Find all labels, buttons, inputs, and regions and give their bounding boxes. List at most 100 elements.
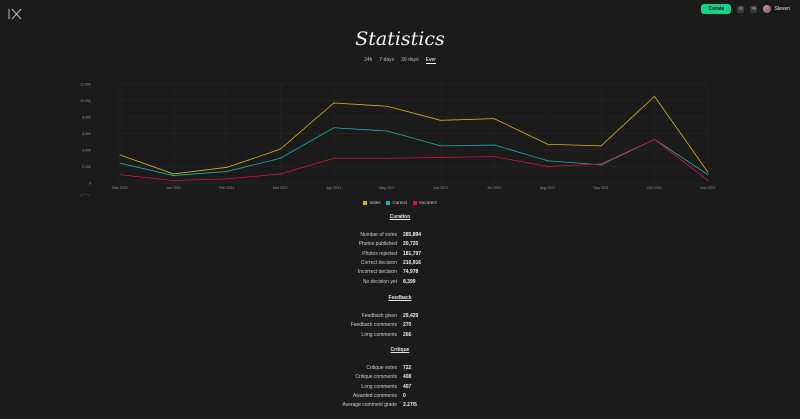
data-point xyxy=(119,162,121,164)
series-line-correct xyxy=(119,127,709,176)
x-tick-label: Feb 2021 xyxy=(219,186,234,190)
x-tick-label: Dec 2020 xyxy=(112,186,127,190)
stat-row: Feedback given 29,429 xyxy=(0,313,800,322)
stat-value: 285,894 xyxy=(403,232,422,238)
page-title: Statistics xyxy=(355,28,445,50)
stat-row: Correct decision 210,916 xyxy=(0,260,800,269)
data-point xyxy=(226,171,228,172)
data-point xyxy=(654,138,655,140)
stat-value: 407 xyxy=(403,383,412,390)
stat-row: Feedback comments 270 xyxy=(0,322,800,331)
x-tick-label: Oct 2021 xyxy=(647,186,662,190)
data-point xyxy=(119,154,121,156)
y-tick-label: 10,000 xyxy=(80,99,91,103)
x-tick-label: Aug 2021 xyxy=(540,186,555,190)
data-point xyxy=(226,166,228,168)
legend-item-votes[interactable]: Votes xyxy=(363,200,380,205)
section-title-critique: Critique xyxy=(390,347,410,353)
stat-label: Average comment grade xyxy=(342,402,397,409)
data-point xyxy=(333,102,335,104)
stat-row: Long comments 266 xyxy=(0,332,800,341)
stat-value: 408 xyxy=(403,374,412,381)
section-title-curation: Curation xyxy=(389,214,411,220)
statistics-chart: 0 2,000 4,000 6,000 8,000 10,000 12,000 Dec 202… xyxy=(79,83,716,197)
stat-row: Photos rejected 181,797 xyxy=(0,251,800,260)
section-title-feedback: Feedback xyxy=(388,295,412,301)
y-tick-label: 4,000 xyxy=(82,149,91,153)
x-tick-label: Sep 2021 xyxy=(593,186,608,190)
time-range-tabs: 24h 7 days 30 days Ever xyxy=(0,57,800,64)
legend-item-correct[interactable]: Correct xyxy=(386,200,407,205)
data-point xyxy=(279,157,281,159)
stat-label: Correct decision xyxy=(360,259,397,266)
curate-button[interactable]: Curate xyxy=(701,4,732,14)
tab-30-days[interactable]: 30 days xyxy=(401,57,419,63)
data-point xyxy=(547,166,549,167)
series-line-votes xyxy=(119,95,709,175)
data-point xyxy=(707,180,709,181)
stat-value: 74,978 xyxy=(403,269,419,276)
data-point xyxy=(226,178,228,180)
data-point xyxy=(547,160,549,162)
stat-row: Incorrect decision 74,978 xyxy=(0,269,800,278)
data-point xyxy=(547,143,549,145)
x-tick-label: May 2021 xyxy=(379,186,395,190)
y-tick-label: 8,000 xyxy=(82,116,91,120)
tab-7-days[interactable]: 7 days xyxy=(379,57,395,63)
stat-label: Long comments xyxy=(361,331,397,338)
data-point xyxy=(386,105,388,107)
stat-label: Photos published xyxy=(358,241,397,248)
data-point xyxy=(493,144,495,146)
data-point xyxy=(440,145,442,147)
stat-row: Photos published 20,720 xyxy=(0,241,800,250)
legend-item-incorrect[interactable]: Incorrect xyxy=(413,200,437,205)
mail-icon[interactable]: ✉ xyxy=(750,5,758,13)
stat-value: 20,720 xyxy=(403,241,419,248)
data-point xyxy=(279,173,281,175)
gear-icon[interactable]: ⚙ xyxy=(737,5,745,13)
stat-label: Long comments xyxy=(361,383,397,390)
stat-label: Feedback given xyxy=(361,313,397,319)
stat-label: Number of votes xyxy=(360,232,397,238)
stat-row: Number of votes 285,894 xyxy=(0,232,800,241)
data-point xyxy=(493,118,495,120)
data-point xyxy=(707,174,709,176)
scroll-hint-icon xyxy=(79,193,91,197)
x-tick-label: Jan 2021 xyxy=(166,186,181,190)
tab-ever[interactable]: Ever xyxy=(425,57,436,64)
stat-row: Long comments 407 xyxy=(0,384,800,393)
stat-label: No decision yet xyxy=(362,278,397,285)
stat-row: Critique votes 722 xyxy=(0,365,800,374)
data-point xyxy=(333,127,335,129)
stat-value: 270 xyxy=(403,322,412,329)
data-point xyxy=(386,157,388,159)
data-point xyxy=(173,180,174,181)
user-menu[interactable]: Steven xyxy=(763,5,790,13)
stat-value: 722 xyxy=(403,365,412,371)
x-tick-label: Mar 2021 xyxy=(273,186,288,190)
tab-24h[interactable]: 24h xyxy=(364,57,373,63)
data-point xyxy=(440,119,442,121)
x-tick-label: Apr 2021 xyxy=(327,186,342,190)
x-tick-label: Jul 2021 xyxy=(487,186,501,190)
data-point xyxy=(386,130,388,132)
stat-label: Photos rejected xyxy=(362,250,397,257)
y-tick-label: 12,000 xyxy=(80,83,91,87)
stat-value: 29,429 xyxy=(403,313,419,319)
avatar[interactable] xyxy=(763,5,772,13)
data-point xyxy=(333,157,335,159)
data-point xyxy=(279,148,281,150)
y-tick-label: 6,000 xyxy=(82,132,91,136)
username[interactable]: Steven xyxy=(774,6,790,12)
stat-label: Awarded comments xyxy=(352,392,397,399)
stat-label: Critique comments xyxy=(355,374,397,381)
1x-logo[interactable] xyxy=(7,6,23,22)
data-point xyxy=(600,163,602,165)
y-tick-label: 2,000 xyxy=(82,165,91,169)
x-tick-label: Jun 2021 xyxy=(433,186,448,190)
series-line-incorrect xyxy=(119,138,709,181)
data-point xyxy=(173,173,174,175)
stat-row: Critique comments 408 xyxy=(0,374,800,383)
stat-value: 2.27/5 xyxy=(403,402,417,409)
stat-value: 0 xyxy=(403,392,406,399)
